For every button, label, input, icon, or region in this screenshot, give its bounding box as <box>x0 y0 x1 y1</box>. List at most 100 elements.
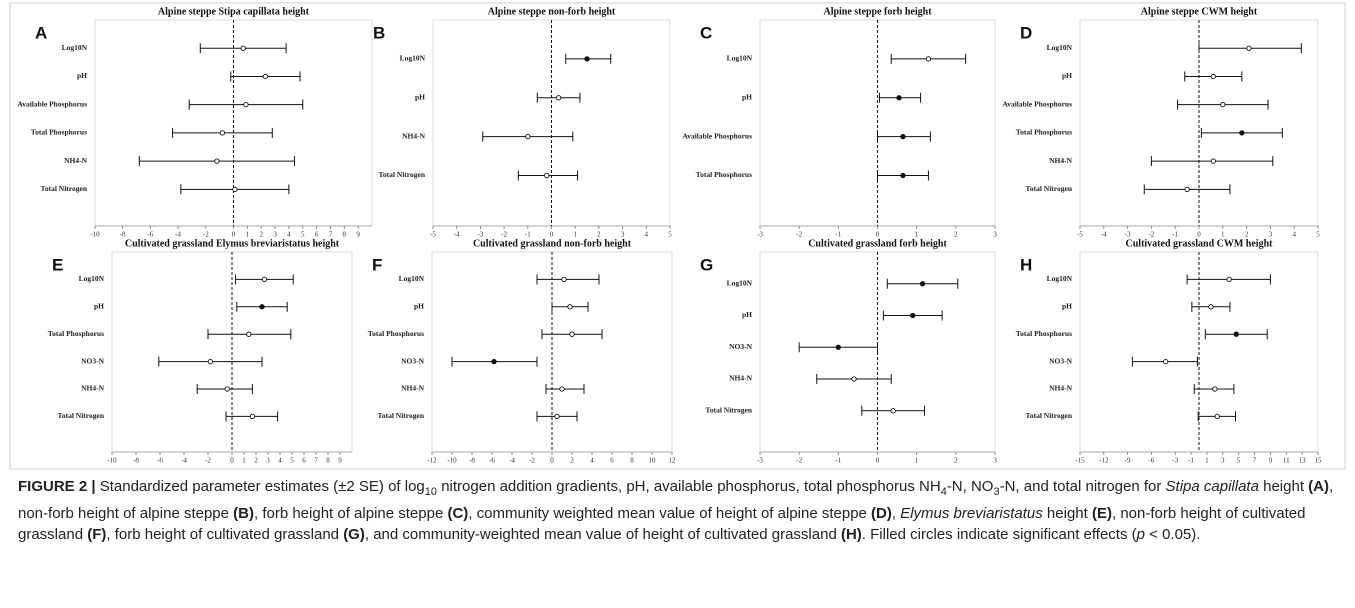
x-tick-label: -2 <box>796 231 802 239</box>
x-tick-label: -8 <box>120 231 126 239</box>
row-label: Log10N <box>727 278 753 287</box>
estimate-point <box>554 413 560 420</box>
x-tick-label: -8 <box>469 457 475 465</box>
row-label: Log10N <box>1047 43 1073 52</box>
x-tick-label: 5 <box>290 457 294 465</box>
x-tick-label: 1 <box>1221 231 1225 239</box>
x-tick-label: 9 <box>356 231 360 239</box>
panel-letter: F <box>372 255 382 274</box>
row-label: NH4-N <box>729 374 752 383</box>
x-tick-label: -2 <box>203 231 209 239</box>
x-tick-label: -10 <box>447 457 457 465</box>
x-tick-label: -8 <box>133 457 139 465</box>
estimate-point <box>214 158 220 164</box>
panel-title: Alpine steppe CWM height <box>1141 6 1258 17</box>
row-label: Total Phosphorus <box>1016 329 1072 338</box>
panel-title: Cultivated grassland Elymus breviaristat… <box>125 238 340 249</box>
estimate-point <box>246 331 252 337</box>
row-label: Available Phosphorus <box>17 99 87 108</box>
estimate-point <box>835 344 841 350</box>
caption-run: (F) <box>87 526 107 543</box>
row-label: Log10N <box>1047 274 1073 283</box>
x-tick-label: -2 <box>1148 231 1154 239</box>
x-tick-label: 3 <box>1269 231 1273 239</box>
row-label: pH <box>414 302 424 311</box>
row-label: Total Nitrogen <box>379 170 426 179</box>
caption-run: (G) <box>343 526 365 543</box>
estimate-point <box>1208 304 1214 310</box>
panel-letter: E <box>52 255 63 274</box>
estimate-point <box>1239 130 1245 136</box>
row-label: NO3-N <box>729 342 752 351</box>
row-label: pH <box>742 310 752 319</box>
panel-letter: G <box>700 255 713 274</box>
row-label: Total Phosphorus <box>31 128 87 137</box>
row-label: Total Nitrogen <box>706 405 753 414</box>
row-label: Total Phosphorus <box>1016 128 1072 137</box>
x-tick-label: 0 <box>230 457 234 465</box>
estimate-point <box>1210 73 1216 80</box>
row-label: NH4-N <box>1049 384 1072 393</box>
x-tick-label: -6 <box>1148 457 1154 465</box>
x-tick-label: 1 <box>246 231 250 239</box>
x-tick-label: -4 <box>1101 231 1107 239</box>
x-tick-label: 3 <box>266 457 270 465</box>
x-tick-label: 6 <box>302 457 306 465</box>
x-tick-label: -5 <box>1077 231 1083 239</box>
caption: FIGURE 2 | Standardized parameter estima… <box>18 476 1338 545</box>
caption-run: (E) <box>1091 505 1112 522</box>
x-tick-label: -2 <box>796 457 802 465</box>
panel-letter: A <box>35 23 47 42</box>
x-tick-label: 15 <box>1315 457 1323 465</box>
x-tick-label: -1 <box>1172 231 1178 239</box>
x-tick-label: 3 <box>621 231 625 239</box>
estimate-point <box>243 102 249 108</box>
caption-run: height <box>1042 505 1092 522</box>
row-label: pH <box>77 71 87 80</box>
x-tick-label: 1 <box>1205 457 1209 465</box>
caption-run: p <box>1136 526 1145 543</box>
x-tick-label: -12 <box>427 457 437 465</box>
estimate-point <box>896 95 902 101</box>
x-tick-label: 12 <box>669 457 677 465</box>
caption-run: (C) <box>447 505 469 522</box>
x-tick-label: 0 <box>550 457 554 465</box>
panel-title: Cultivated grassland forb height <box>808 238 947 249</box>
x-tick-label: 0 <box>876 231 880 239</box>
estimate-point <box>240 45 246 51</box>
estimate-point <box>525 133 531 140</box>
caption-run: , non-forb height of alpine steppe <box>18 478 1334 522</box>
x-tick-label: -6 <box>147 231 153 239</box>
caption-run: , non-forb height of cultivated grasslan… <box>18 505 1306 543</box>
caption-run: Stipa capillata <box>1165 478 1259 495</box>
panel-title: Alpine steppe Stipa capillata height <box>158 6 310 17</box>
estimate-point <box>567 304 573 310</box>
row-label: pH <box>1062 71 1072 80</box>
estimate-point <box>561 276 567 283</box>
x-tick-label: -1 <box>525 231 531 239</box>
row-label: Total Nitrogen <box>58 411 105 420</box>
caption-run: nitrogen addition gradients, pH, availab… <box>437 478 941 495</box>
x-tick-label: -3 <box>1172 457 1178 465</box>
estimate-point <box>1184 186 1190 192</box>
x-tick-label: 5 <box>1316 231 1320 239</box>
x-tick-label: 1 <box>915 457 919 465</box>
x-tick-label: -1 <box>835 457 841 465</box>
row-label: Total Nitrogen <box>378 411 425 420</box>
estimate-point <box>584 56 590 62</box>
estimate-point <box>900 133 906 140</box>
x-tick-label: 8 <box>343 231 347 239</box>
x-tick-label: -4 <box>454 231 460 239</box>
estimate-point <box>1163 358 1169 365</box>
x-tick-label: 9 <box>1269 457 1273 465</box>
x-tick-label: -5 <box>430 231 436 239</box>
caption-run: 4 <box>940 486 947 498</box>
x-tick-label: -2 <box>529 457 535 465</box>
panel-letter: D <box>1020 23 1032 42</box>
caption-run: (H) <box>840 526 862 543</box>
caption-run: FIGURE 2 | <box>18 478 96 495</box>
x-tick-label: 6 <box>315 231 319 239</box>
x-tick-label: 9 <box>338 457 342 465</box>
x-tick-label: 5 <box>668 231 672 239</box>
